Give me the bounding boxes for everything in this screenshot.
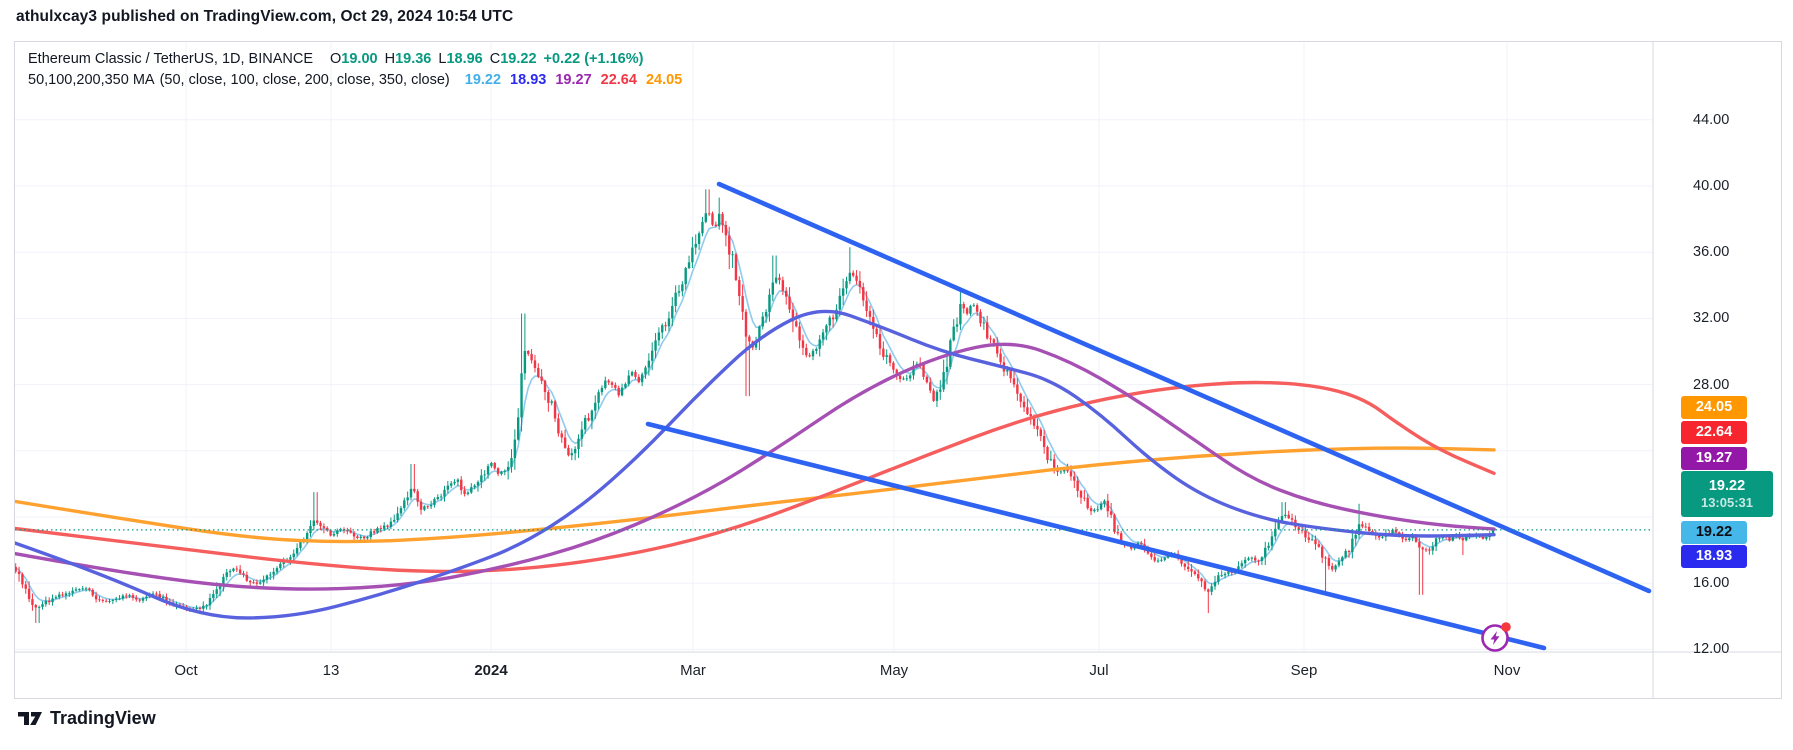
indicator-legend-row[interactable]: 50,100,200,350 MA (50, close, 100, close,…: [28, 70, 682, 91]
tradingview-wordmark: TradingView: [50, 708, 156, 728]
indicator-name: 50,100,200,350 MA: [28, 72, 155, 88]
last-price-value: 19.22: [1708, 477, 1746, 494]
time-tick-Oct: Oct: [174, 662, 198, 679]
trendline-upper[interactable]: [716, 181, 1652, 594]
time-tick-13: 13: [322, 662, 340, 679]
ohlc-change-value: +0.22 (+1.16%): [543, 51, 644, 67]
tradingview-logo-icon: [16, 705, 43, 732]
badge-ma-blue: 18.93: [1681, 545, 1747, 568]
time-tick-Sep: Sep: [1290, 662, 1318, 679]
notification-dot: [1501, 622, 1511, 632]
badge-last-price: 19.22 13:05:31: [1681, 471, 1773, 517]
price-tick-36.00: 36.00: [1693, 244, 1730, 260]
symbol-title: Ethereum Classic / TetherUS, 1D, BINANCE: [28, 51, 313, 67]
price-tick-12.00: 12.00: [1693, 641, 1730, 657]
ma-line-fast: [15, 222, 1494, 609]
candles-series: [15, 189, 1495, 623]
ohlc-open-label: O: [330, 51, 342, 67]
publish-header: athulxcay3 published on TradingView.com,…: [16, 8, 514, 25]
chart-plot-area[interactable]: [15, 42, 1781, 698]
ohlc-high-label: H: [384, 51, 396, 67]
ohlc-close-label: C: [489, 51, 501, 67]
badge-ma-lightblue: 19.22: [1681, 521, 1747, 544]
badge-ma-350: 24.05: [1681, 396, 1747, 419]
indicator-value-ma4: 22.64: [600, 72, 637, 88]
time-tick-Mar: Mar: [680, 662, 706, 679]
ohlc-high-value: 19.36: [395, 51, 432, 67]
ma-line-ma-orange: [15, 446, 1496, 544]
bar-countdown: 13:05:31: [1700, 494, 1754, 510]
time-tick-May: May: [879, 662, 909, 679]
time-tick-2024: 2024: [474, 662, 508, 679]
ohlc-close-value: 19.22: [500, 51, 537, 67]
badge-ma-purple: 19.27: [1681, 447, 1747, 470]
chart-legend: Ethereum Classic / TetherUS, 1D, BINANCE…: [28, 49, 682, 91]
flash-publish-icon[interactable]: [1481, 622, 1511, 652]
price-tick-44.00: 44.00: [1693, 112, 1730, 128]
tradingview-attribution[interactable]: TradingView: [16, 705, 156, 732]
time-tick-Nov: Nov: [1493, 662, 1521, 679]
badge-ma-200: 22.64: [1681, 421, 1747, 444]
symbol-legend-row[interactable]: Ethereum Classic / TetherUS, 1D, BINANCE…: [28, 49, 682, 70]
indicator-value-ma1: 19.22: [464, 72, 502, 88]
indicator-value-ma2: 18.93: [510, 72, 547, 88]
indicator-value-ma5: 24.05: [645, 72, 683, 88]
ohlc-low-label: L: [438, 51, 447, 67]
ma-line-ma-purple: [15, 342, 1496, 591]
ohlc-open-value: 19.00: [341, 51, 378, 67]
price-tick-16.00: 16.00: [1693, 575, 1730, 591]
chart-container: Ethereum Classic / TetherUS, 1D, BINANCE…: [14, 41, 1782, 699]
gridlines: [15, 42, 1653, 652]
indicator-value-ma3: 19.27: [555, 72, 592, 88]
time-tick-Jul: Jul: [1089, 662, 1109, 679]
price-tick-40.00: 40.00: [1693, 178, 1730, 194]
price-tick-28.00: 28.00: [1693, 377, 1730, 393]
trendline-lower[interactable]: [645, 421, 1547, 651]
ohlc-low-value: 18.96: [446, 51, 483, 67]
indicator-params: (50, close, 100, close, 200, close, 350,…: [159, 72, 450, 88]
price-tick-32.00: 32.00: [1693, 310, 1730, 326]
ma-line-ma-blue: [15, 309, 1496, 620]
